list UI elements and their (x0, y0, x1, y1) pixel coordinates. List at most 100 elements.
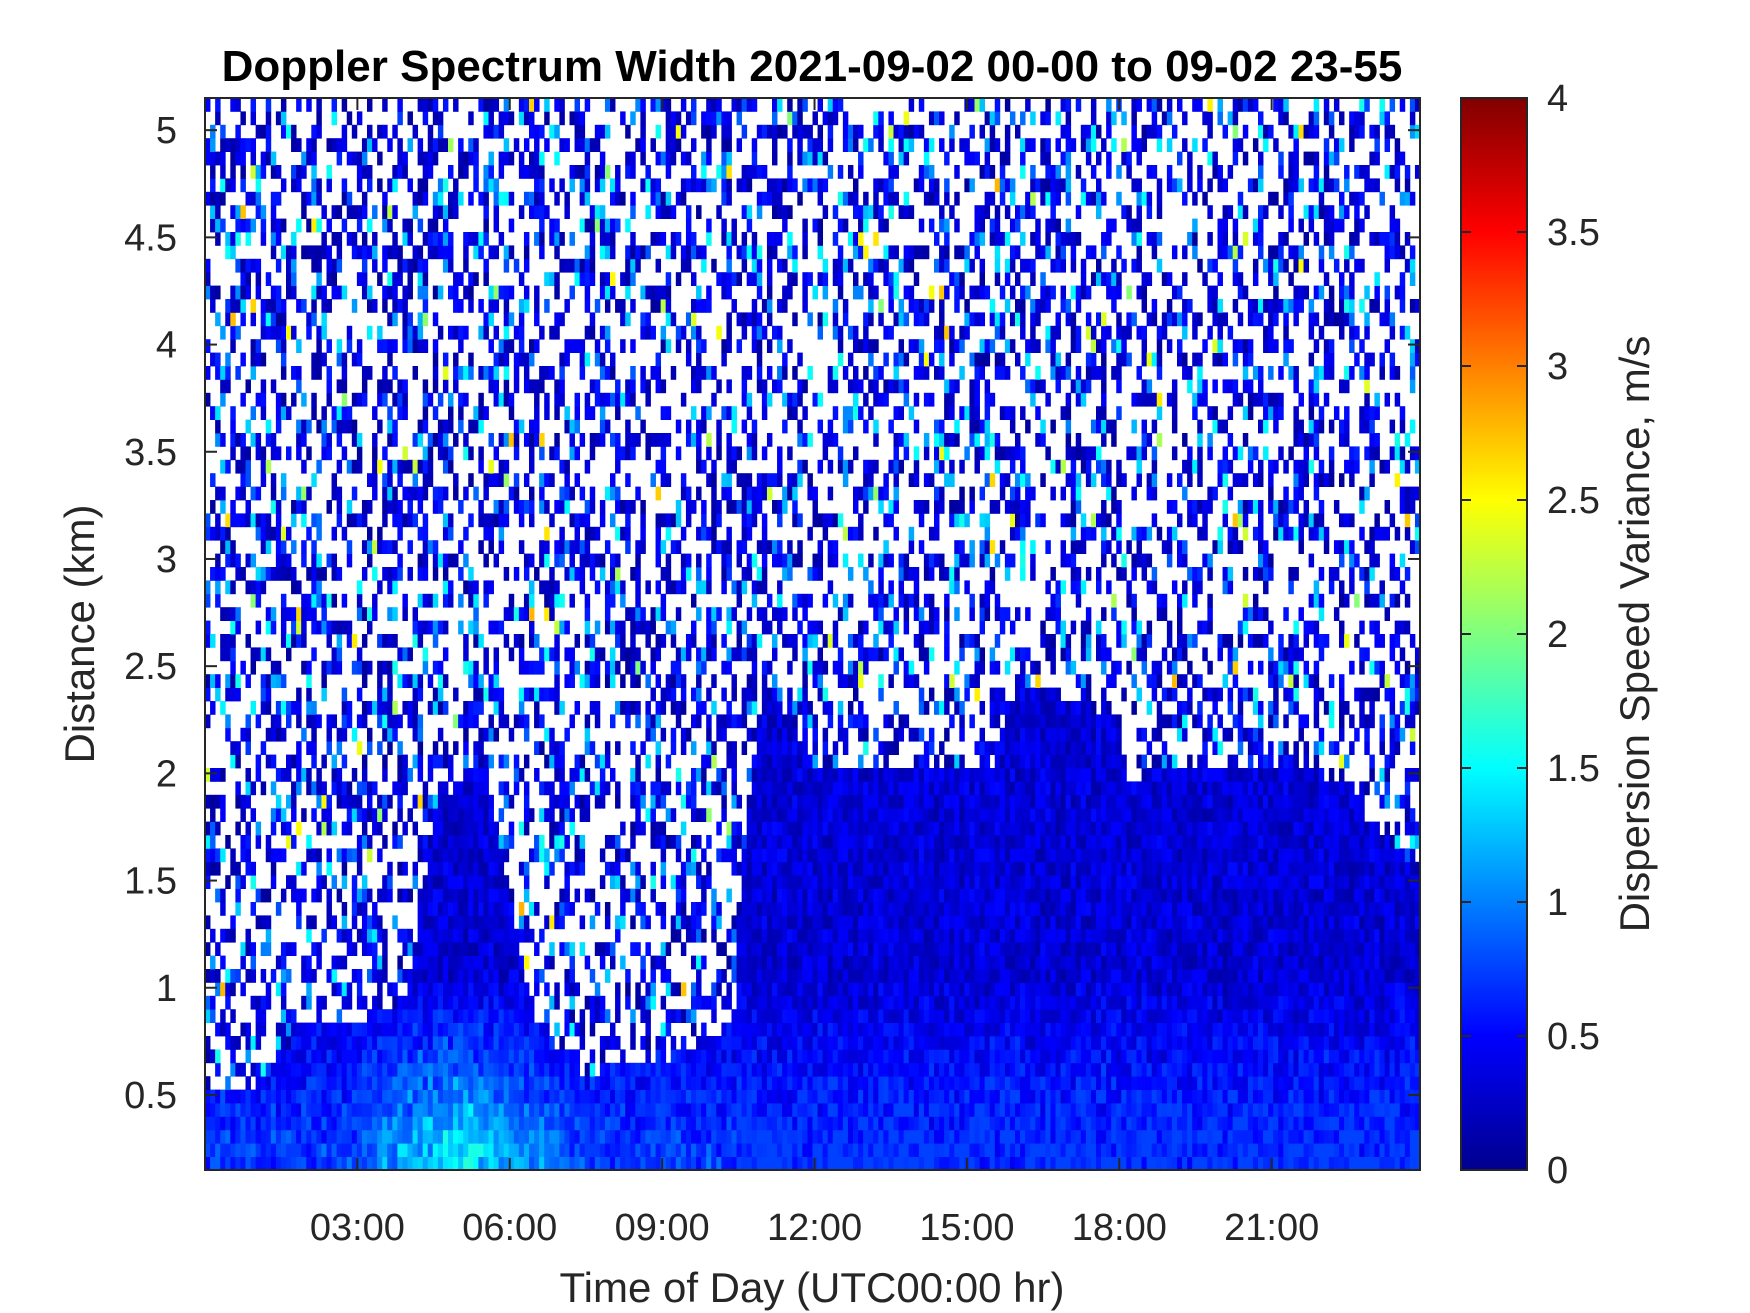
heatmap-cell (265, 942, 272, 956)
heatmap-cell (741, 1143, 748, 1157)
heatmap-cell (766, 727, 773, 742)
heatmap-cell (655, 701, 662, 715)
heatmap-cell (589, 1089, 596, 1104)
heatmap-cell (225, 1116, 231, 1131)
heatmap-cell (225, 513, 231, 528)
heatmap-cell (620, 888, 626, 903)
heatmap-cell (356, 714, 363, 729)
heatmap-cell (463, 942, 469, 956)
heatmap-cell (483, 178, 489, 193)
heatmap-cell (655, 1129, 662, 1144)
heatmap-cell (417, 942, 424, 956)
heatmap-cell (660, 781, 667, 796)
heatmap-cell (579, 540, 586, 554)
heatmap-cell (645, 714, 651, 729)
heatmap-cell (483, 754, 489, 769)
heatmap-cell (473, 701, 479, 715)
heatmap-cell (280, 392, 287, 407)
heatmap-cell (291, 794, 297, 809)
heatmap-cell (503, 875, 510, 889)
heatmap-cell (569, 111, 575, 126)
heatmap-cell (351, 1103, 358, 1117)
heatmap-cell (736, 1156, 743, 1171)
heatmap-cell (275, 701, 282, 715)
heatmap-cell (270, 526, 277, 541)
heatmap-cell (696, 701, 702, 715)
heatmap-cell (422, 1116, 429, 1131)
heatmap-cell (356, 446, 363, 461)
heatmap-cell (367, 794, 373, 809)
heatmap-cell (539, 580, 545, 595)
heatmap-cell (625, 500, 631, 514)
heatmap-cell (716, 1049, 722, 1064)
heatmap-cell (594, 902, 601, 916)
heatmap-cell (361, 1076, 368, 1090)
heatmap-cell (756, 848, 763, 863)
heatmap-cell (442, 928, 449, 943)
heatmap-cell (341, 928, 348, 943)
heatmap-cell (255, 754, 262, 769)
heatmap-cell (660, 379, 667, 394)
heatmap-cell (685, 915, 692, 930)
heatmap-cell (235, 433, 241, 447)
heatmap-cell (498, 1049, 505, 1064)
heatmap-cell (356, 352, 363, 367)
heatmap-cell (422, 406, 429, 420)
heatmap-cell (508, 915, 515, 930)
heatmap-cell (746, 969, 753, 983)
heatmap-cell (721, 567, 727, 581)
heatmap-cell (382, 500, 388, 514)
heatmap-cell (554, 982, 560, 997)
heatmap-cell (437, 687, 444, 702)
heatmap-cell (503, 473, 510, 487)
heatmap-cell (215, 1022, 221, 1037)
heatmap-cell (463, 982, 469, 997)
heatmap-cell (610, 955, 616, 970)
heatmap-cell (417, 218, 424, 233)
heatmap-cell (245, 674, 251, 688)
heatmap-cell (458, 325, 464, 340)
heatmap-cell (220, 379, 226, 394)
heatmap-cell (670, 1089, 677, 1104)
heatmap-cell (630, 392, 636, 407)
heatmap-cell (706, 232, 712, 246)
heatmap-cell (589, 258, 596, 273)
heatmap-cell (488, 727, 494, 742)
heatmap-cell (488, 835, 494, 849)
heatmap-cell (463, 781, 469, 796)
heatmap-cell (341, 1022, 348, 1037)
heatmap-cell (711, 178, 717, 193)
heatmap-cell (422, 1089, 429, 1104)
heatmap-cell (306, 1089, 312, 1104)
heatmap-cell (620, 701, 626, 715)
heatmap-cell (326, 888, 332, 903)
heatmap-cell (412, 191, 419, 206)
heatmap-cell (706, 714, 712, 729)
heatmap-cell (721, 660, 727, 675)
heatmap-cell (741, 848, 748, 863)
heatmap-cell (610, 486, 616, 501)
heatmap-cell (316, 366, 322, 380)
heatmap-cell (331, 272, 338, 286)
heatmap-cell (397, 1049, 403, 1064)
heatmap-cell (407, 701, 413, 715)
heatmap-cell (392, 781, 398, 796)
heatmap-cell (240, 1103, 246, 1117)
heatmap-cell (463, 1129, 469, 1144)
heatmap-cell (761, 526, 768, 541)
heatmap-cell (711, 1009, 717, 1023)
heatmap-cell (660, 1143, 667, 1157)
heatmap-cell (316, 111, 322, 126)
heatmap-cell (412, 982, 419, 997)
heatmap-cell (356, 1089, 363, 1104)
heatmap-cell (660, 915, 667, 930)
heatmap-cell (220, 191, 226, 206)
heatmap-cell (675, 714, 682, 729)
heatmap-cell (316, 888, 322, 903)
heatmap-cell (635, 647, 641, 662)
heatmap-cell (235, 607, 241, 621)
heatmap-cell (640, 1103, 646, 1117)
heatmap-cell (377, 969, 383, 983)
heatmap-cell (463, 165, 469, 179)
heatmap-cell (706, 1103, 712, 1117)
